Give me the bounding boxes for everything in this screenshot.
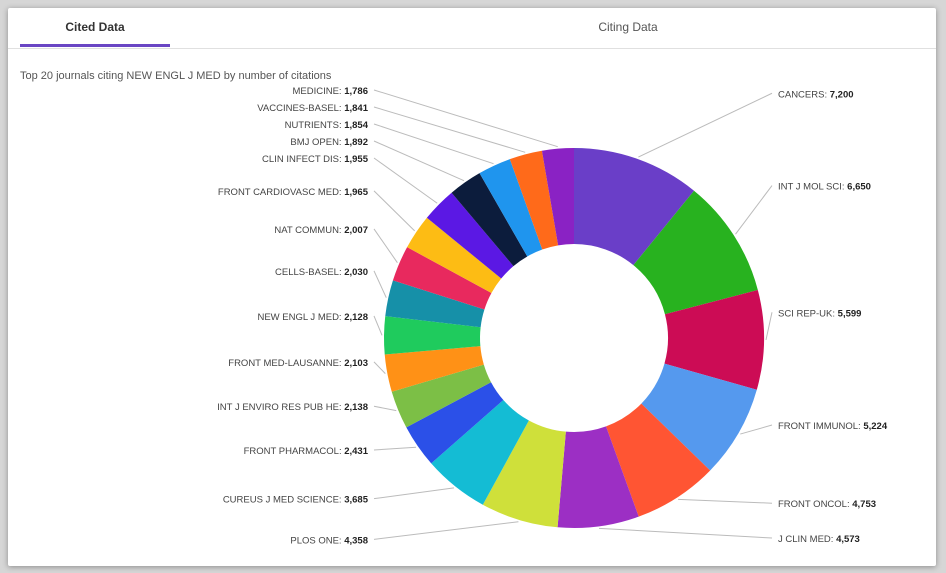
leader-line-plos-one [373,521,519,540]
slice-int-j-enviro-res-pub-he[interactable] [391,364,492,428]
slice-vaccines-basel[interactable] [509,150,559,250]
chart-subtitle: Top 20 journals citing NEW ENGL J MED by… [20,70,332,82]
label-front-pharmacol: FRONT PHARMACOL: 2,431 [244,446,369,457]
label-front-immunol: FRONT IMMUNOL: 5,224 [778,421,888,432]
leader-line-int-j-mol-sci [735,185,773,235]
slice-cureus-j-med-science[interactable] [431,400,529,505]
leader-line-sci-rep-uk [765,312,773,341]
leader-line-cells-basel [373,270,387,298]
label-bmj-open: BMJ OPEN: 1,892 [290,137,368,148]
leader-line-front-med-lausanne [373,361,386,374]
slice-bmj-open[interactable] [451,173,528,267]
tab-citing-data[interactable]: Citing Data [598,20,658,34]
slice-int-j-mol-sci[interactable] [633,190,758,315]
label-nat-commun: NAT COMMUN: 2,007 [274,225,368,236]
leader-line-int-j-enviro-res-pub-he [373,405,397,412]
slice-front-immunol[interactable] [641,363,757,471]
slice-j-clin-med[interactable] [557,426,639,528]
donut-chart: CANCERS: 7,200 INT J MOL SCI: 6,650 SCI RE… [217,86,888,546]
label-cancers: CANCERS: 7,200 [778,89,854,100]
label-cureus-j-med-science: CUREUS J MED SCIENCE: 3,685 [223,495,369,506]
label-new-engl-j-med: NEW ENGL J MED: 2,128 [257,312,368,323]
slice-nat-commun[interactable] [392,247,492,310]
label-front-oncol: FRONT ONCOL: 4,753 [778,499,876,510]
label-vaccines-basel: VACCINES-BASEL: 1,841 [257,103,368,114]
leader-line-cancers [638,92,773,158]
label-plos-one: PLOS ONE: 4,358 [290,535,368,546]
leader-line-nutrients [373,123,494,165]
leader-line-clin-infect-dis [373,157,438,204]
label-clin-infect-dis: CLIN INFECT DIS: 1,955 [262,154,369,165]
leader-line-new-engl-j-med [373,315,383,336]
leader-line-front-immunol [740,424,773,435]
label-sci-rep-uk: SCI REP-UK: 5,599 [778,308,861,319]
leader-line-medicine [373,89,558,148]
label-medicine: MEDICINE: 1,786 [292,86,368,97]
label-cells-basel: CELLS-BASEL: 2,030 [275,267,368,278]
tab-cited-data[interactable]: Cited Data [65,20,125,34]
label-nutrients: NUTRIENTS: 1,854 [285,120,369,131]
label-int-j-mol-sci: INT J MOL SCI: 6,650 [778,182,871,193]
chart-card: Cited Data Citing Data Top 20 journals c… [8,8,936,566]
slice-front-cardiovasc-med[interactable] [407,217,502,294]
tab-bar: Cited Data Citing Data [8,8,936,49]
leader-line-front-cardiovasc-med [373,190,416,232]
leader-line-front-pharmacol [373,446,417,451]
label-j-clin-med: J CLIN MED: 4,573 [778,534,860,545]
slice-front-oncol[interactable] [606,403,711,517]
slice-sci-rep-uk[interactable] [664,289,765,390]
slice-plos-one[interactable] [482,420,566,528]
slice-nutrients[interactable] [479,159,543,257]
leader-line-bmj-open [373,140,465,182]
slice-clin-infect-dis[interactable] [426,192,514,279]
slice-front-pharmacol[interactable] [406,382,504,464]
leader-line-vaccines-basel [373,106,526,153]
label-front-cardiovasc-med: FRONT CARDIOVASC MED: 1,965 [218,187,369,198]
leader-line-j-clin-med [598,527,773,539]
active-tab-indicator [20,44,170,47]
leader-line-cureus-j-med-science [373,487,455,500]
slice-new-engl-j-med[interactable] [383,316,481,355]
slice-front-med-lausanne[interactable] [384,346,484,392]
slice-cells-basel[interactable] [385,280,485,328]
slice-medicine[interactable] [541,148,574,246]
label-int-j-enviro-res-pub-he: INT J ENVIRO RES PUB HE: 2,138 [217,402,368,413]
slice-cancers[interactable] [574,148,695,266]
leader-line-front-oncol [678,498,773,504]
leader-line-nat-commun [373,228,398,263]
label-front-med-lausanne: FRONT MED-LAUSANNE: 2,103 [228,358,368,369]
